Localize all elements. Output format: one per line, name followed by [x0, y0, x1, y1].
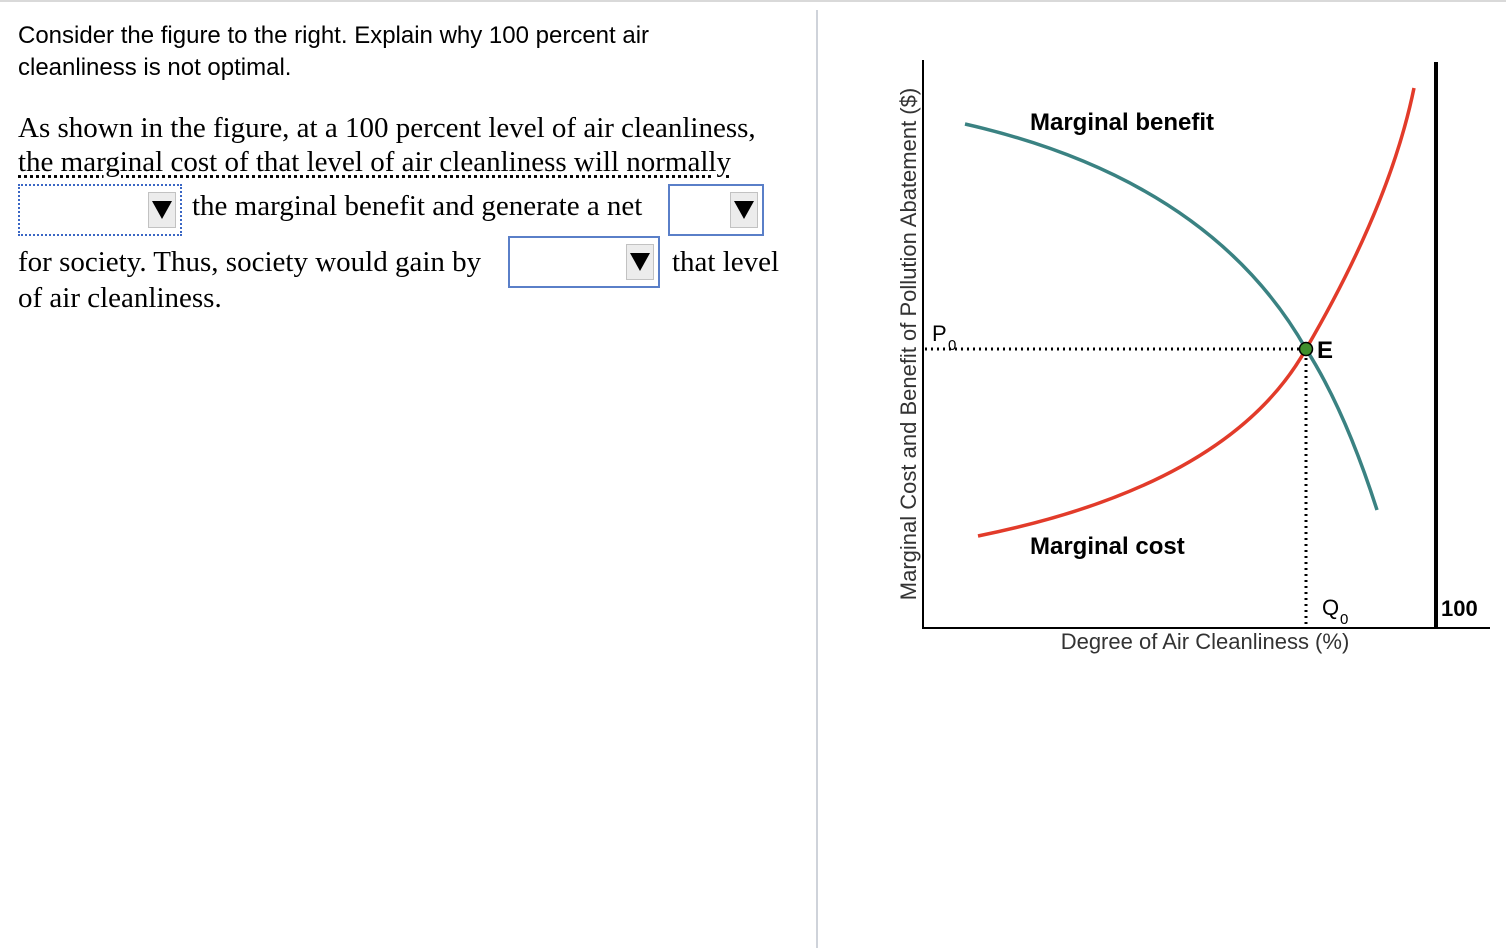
marginal-cost-curve: [977, 87, 1416, 538]
equilibrium-point: [1298, 341, 1314, 357]
question-pane: Consider the figure to the right. Explai…: [18, 20, 808, 314]
cost-curve-label: Marginal cost: [1030, 533, 1185, 560]
y-axis-label: Marginal Cost and Benefit of Pollution A…: [896, 88, 921, 600]
answer-line-4: for society. Thus, society would gain by…: [18, 236, 808, 288]
top-rule: [0, 0, 1506, 2]
chevron-down-icon: [626, 244, 654, 280]
pane-divider: [816, 10, 818, 948]
quantity-label: Q: [1322, 595, 1339, 620]
answer-line-4-text: for society. Thus, society would gain by: [18, 246, 482, 278]
comparison-dropdown[interactable]: [18, 184, 182, 236]
equilibrium-label: E: [1317, 337, 1333, 364]
chevron-down-icon: [730, 192, 758, 228]
answer-line-1: As shown in the figure, at a 100 percent…: [18, 112, 756, 144]
price-subscript: 0: [948, 337, 956, 354]
answer-line-2: the marginal cost of that level of air c…: [18, 146, 731, 179]
answer-line-3-text: the marginal benefit and generate a net: [192, 190, 643, 222]
answer-line-5: of air cleanliness.: [18, 282, 222, 314]
answer-line-2-text: the marginal cost of that level of air c…: [18, 146, 731, 178]
max-cleanliness-label: 100: [1441, 596, 1478, 621]
x-axis-label: Degree of Air Cleanliness (%): [1061, 629, 1350, 654]
net-outcome-dropdown[interactable]: [668, 184, 764, 236]
answer-line-3: the marginal benefit and generate a net: [18, 184, 808, 236]
quantity-subscript: 0: [1340, 611, 1348, 628]
chevron-down-icon: [148, 192, 176, 228]
marginal-benefit-curve: [964, 122, 1379, 511]
price-label: P: [932, 321, 947, 346]
answer-line-4-tail: that level: [672, 246, 780, 278]
action-dropdown[interactable]: [508, 236, 660, 288]
question-prompt: Consider the figure to the right. Explai…: [18, 22, 650, 81]
benefit-curve-label: Marginal benefit: [1030, 109, 1214, 136]
